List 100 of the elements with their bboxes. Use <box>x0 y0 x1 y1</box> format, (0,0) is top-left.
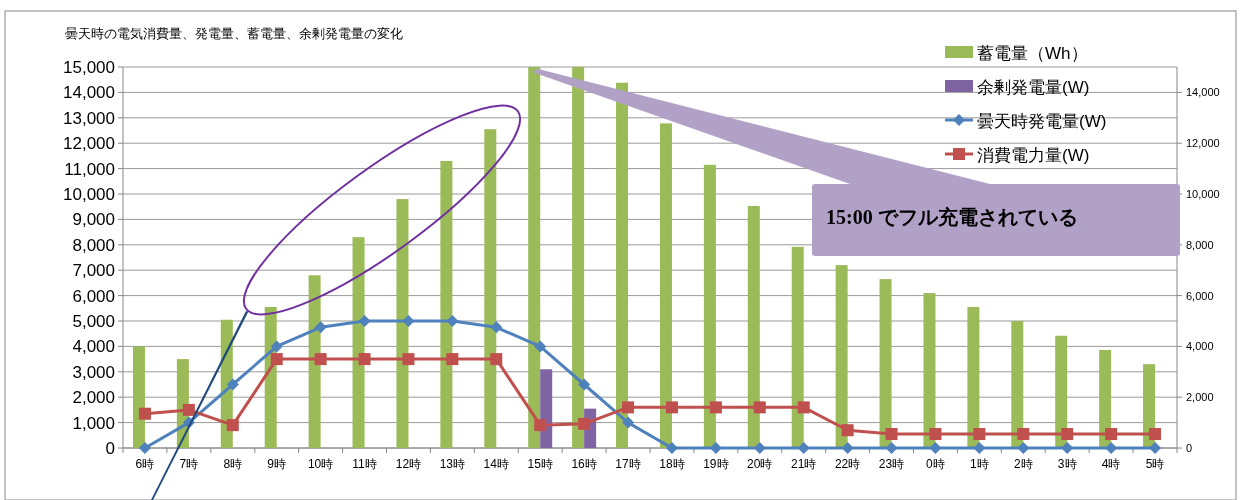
point <box>797 401 810 414</box>
point <box>402 353 415 366</box>
point <box>270 353 283 366</box>
x-tick-label: 12時 <box>395 457 422 471</box>
point <box>1061 428 1074 441</box>
y2-tick-label: 0 <box>1186 442 1193 454</box>
point <box>622 416 635 429</box>
x-tick-label: 13時 <box>439 457 466 471</box>
bar <box>484 129 497 448</box>
bar <box>703 164 716 448</box>
point <box>138 407 151 420</box>
point <box>226 378 239 391</box>
y2-tick-label: 10,000 <box>1186 188 1220 200</box>
legend-label: 余剰発電量(W) <box>977 78 1090 97</box>
x-tick-label: 0時 <box>926 457 945 471</box>
y-tick-label: 10,000 <box>63 185 115 204</box>
y-tick-label: 0 <box>105 439 115 458</box>
point <box>841 424 854 437</box>
bar <box>572 67 585 448</box>
point <box>929 442 942 454</box>
point <box>885 442 898 454</box>
point <box>358 315 371 327</box>
bar <box>132 346 145 448</box>
point <box>402 315 415 327</box>
bar <box>616 82 629 448</box>
point <box>1149 428 1162 441</box>
annotation: 15:00 でフル充電されている <box>826 206 1078 228</box>
y2-tick-label: 8,000 <box>1186 238 1214 251</box>
x-tick-label: 7時 <box>179 457 199 471</box>
bar <box>1055 335 1068 448</box>
y-tick-label: 8,000 <box>72 235 115 255</box>
point <box>490 321 503 334</box>
bar <box>791 246 804 448</box>
x-tick-label: 17時 <box>615 457 641 471</box>
y-tick-label: 2,000 <box>72 388 115 408</box>
y-tick-label: 7,000 <box>72 261 115 281</box>
bar <box>352 237 365 448</box>
y-tick-label: 9,000 <box>72 210 115 230</box>
legend-label: 蓄電量（Wh） <box>977 44 1088 63</box>
point <box>314 353 327 366</box>
x-tick-label: 23時 <box>878 457 905 471</box>
bar <box>659 123 672 448</box>
bar <box>879 279 892 448</box>
y-tick-label: 3,000 <box>72 362 115 382</box>
y-tick-label: 11,000 <box>64 159 115 179</box>
point <box>665 442 678 454</box>
point <box>270 340 283 353</box>
point <box>182 403 195 416</box>
point <box>841 442 854 454</box>
y-tick-label: 6,000 <box>72 286 115 306</box>
bar <box>396 199 409 448</box>
y-tick-label: 15,000 <box>63 58 115 77</box>
point <box>973 428 986 441</box>
point <box>885 428 898 441</box>
x-tick-label: 2時 <box>1013 457 1033 471</box>
point <box>534 419 547 432</box>
point <box>490 353 503 366</box>
x-tick-label: 8時 <box>223 457 243 471</box>
x-tick-label: 10時 <box>307 457 334 471</box>
x-tick-label: 22時 <box>834 457 861 471</box>
x-tick-label: 9時 <box>267 457 287 471</box>
point <box>226 419 239 432</box>
point <box>973 442 986 454</box>
bar <box>835 265 848 448</box>
bar <box>747 205 760 448</box>
x-tick-label: 18時 <box>659 457 685 471</box>
y-tick-label: 1,000 <box>72 413 115 433</box>
point <box>446 315 459 327</box>
bar <box>440 160 453 448</box>
point <box>358 353 371 366</box>
bar <box>1099 349 1112 448</box>
y-tick-label: 14,000 <box>63 83 115 103</box>
point <box>1105 428 1118 441</box>
x-tick-label: 14時 <box>483 457 509 471</box>
y-tick-label: 13,000 <box>63 108 115 128</box>
point <box>138 442 151 454</box>
x-tick-label: 4時 <box>1101 457 1121 471</box>
x-tick-label: 15時 <box>527 457 553 471</box>
point <box>446 353 459 366</box>
x-tick-label: 6時 <box>135 457 155 471</box>
y2-tick-label: 14,000 <box>1186 86 1220 99</box>
y2-tick-label: 4,000 <box>1186 340 1214 353</box>
point <box>1017 428 1030 441</box>
bar <box>923 293 936 448</box>
y2-tick-label: 2,000 <box>1186 391 1214 404</box>
point <box>578 417 591 430</box>
point <box>534 340 547 353</box>
point <box>1149 442 1162 454</box>
bar <box>308 275 321 448</box>
bar <box>1011 321 1024 448</box>
x-tick-label: 11時 <box>352 457 377 471</box>
bar <box>967 307 980 448</box>
bar <box>528 67 541 448</box>
y2-tick-label: 12,000 <box>1186 137 1220 150</box>
y2-tick-label: 6,000 <box>1186 289 1214 302</box>
x-tick-label: 1時 <box>970 457 989 471</box>
x-tick-label: 16時 <box>571 457 597 471</box>
legend-label: 消費電力量(W) <box>977 146 1090 165</box>
point <box>314 321 327 334</box>
y-tick-label: 4,000 <box>72 337 115 357</box>
